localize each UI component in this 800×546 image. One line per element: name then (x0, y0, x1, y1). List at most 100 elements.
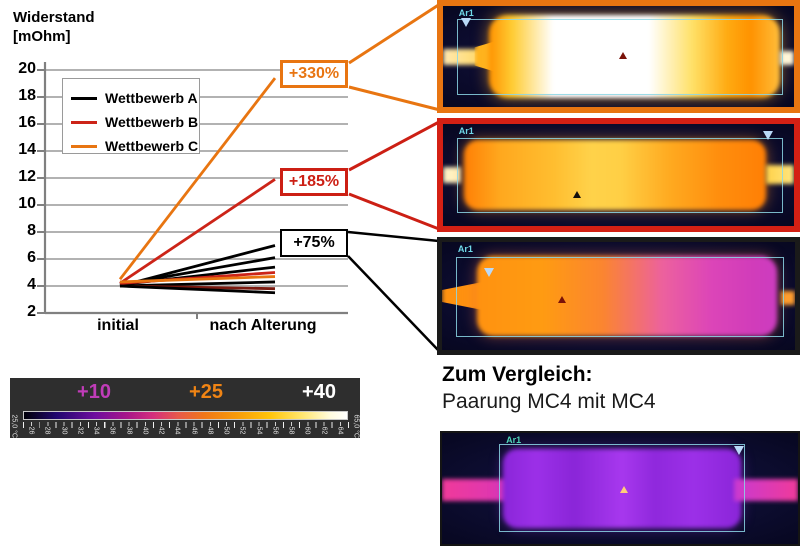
y-axis-tick-label: 4 (27, 276, 36, 293)
legend-label-b: Wettbewerb B (105, 114, 199, 130)
data-series-line (119, 271, 276, 285)
legend-item-wettbewerb-c: Wettbewerb C (71, 134, 199, 158)
colorbar-tick-label: 30 (60, 426, 68, 435)
y-axis-tick-label: 6 (27, 249, 36, 266)
colorbar-tick-label: 64 (336, 426, 344, 435)
colorbar-tick-label: 28 (43, 426, 51, 435)
thermal-image-330: Ar1 (437, 0, 800, 113)
colorbar-tick-label: 26 (27, 426, 35, 435)
thermal-background: Ar1 (443, 124, 794, 226)
thermal-image-75: Ar1 (437, 237, 800, 355)
thermal-roi-rect (457, 19, 784, 95)
thermal-area-label: Ar1 (458, 8, 474, 18)
legend-label-a: Wettbewerb A (105, 90, 198, 106)
colorbar-tick-label: 38 (125, 426, 133, 435)
thermal-cable-right (765, 164, 794, 185)
annotation-box-75: +75% (280, 229, 348, 257)
y-axis-tick-label: 8 (27, 222, 36, 239)
hot-spot-marker-icon (618, 52, 627, 60)
chart-title-line1: Widerstand (13, 9, 95, 26)
y-axis-tick-label: 18 (18, 87, 36, 104)
thermal-connector-body (488, 15, 780, 98)
y-axis-tick-label: 12 (18, 168, 36, 185)
scale-delta-label-40: +40 (302, 381, 336, 403)
scale-max-label: 65,0 °C (352, 414, 360, 438)
y-axis-tick-label: 2 (27, 303, 36, 320)
legend-swatch-a (71, 96, 97, 100)
callout-line (348, 2, 441, 65)
colorbar-tick-label: 46 (190, 426, 198, 435)
callout-line (348, 192, 440, 231)
data-series-line (119, 265, 276, 287)
colorbar-tick-label: 34 (92, 426, 100, 435)
scale-delta-label-10: +10 (77, 381, 111, 403)
y-axis-tick-label: 16 (18, 114, 36, 131)
temperature-scale-panel: +10 +25 +40 26 28 30 32 34 36 38 40 42 44 46 48 50 52… (10, 378, 360, 438)
data-series-line (119, 284, 276, 291)
x-axis-label-initial: initial (97, 317, 139, 334)
chart-title: Widerstand [mOhm] (13, 8, 95, 46)
scale-min-label: 25,0 °C (10, 414, 18, 438)
colorbar-major-ticks (23, 422, 349, 428)
annotation-box-185: +185% (280, 168, 348, 196)
colorbar-tick-label: 56 (271, 426, 279, 435)
colorbar-tick-label: 52 (238, 426, 246, 435)
thermal-roi-rect (498, 444, 745, 532)
data-series-line (119, 244, 276, 288)
thermal-area-label: Ar1 (506, 435, 522, 445)
colorbar-tick-label: 58 (287, 426, 295, 435)
legend-item-wettbewerb-a: Wettbewerb A (71, 86, 199, 110)
callout-line (348, 85, 441, 112)
colorbar-tick-label: 36 (108, 426, 116, 435)
legend-item-wettbewerb-b: Wettbewerb B (71, 110, 199, 134)
callout-line (347, 255, 440, 352)
comparison-heading: Zum Vergleich: (442, 363, 593, 386)
scale-delta-label-25: +25 (189, 381, 223, 403)
colorbar-tick-label: 54 (255, 426, 263, 435)
colorbar-tick-label: 40 (141, 426, 149, 435)
legend-swatch-b (71, 120, 97, 124)
colorbar-tick-label: 62 (320, 426, 328, 435)
thermal-background: Ar1 (442, 433, 798, 544)
thermal-roi-rect (457, 138, 784, 213)
chart-title-line2: [mOhm] (13, 28, 71, 45)
hot-spot-marker-icon (620, 486, 628, 494)
colorbar-tick-label: 32 (76, 426, 84, 435)
callout-line (347, 230, 440, 243)
y-axis-tick-label: 10 (18, 195, 36, 212)
y-axis-tick-label: 20 (18, 60, 36, 77)
thermal-background: Ar1 (443, 6, 794, 107)
colorbar-tick-label: 48 (206, 426, 214, 435)
data-series-line (119, 178, 276, 285)
thermal-cable-left (443, 166, 461, 184)
annotation-box-330: +330% (280, 60, 348, 88)
cold-spot-marker-icon (762, 131, 773, 141)
thermal-connector-body (477, 256, 778, 336)
colorbar-tick-label: 60 (303, 426, 311, 435)
data-series-line (119, 256, 276, 287)
legend-swatch-c (71, 144, 97, 148)
data-series-line (119, 280, 276, 288)
y-axis-tick-label: 14 (18, 141, 36, 158)
cold-spot-marker-icon (460, 18, 471, 28)
legend-label-c: Wettbewerb C (105, 138, 199, 154)
callout-line (348, 120, 440, 172)
thermal-connector-body (464, 140, 766, 210)
x-axis-label-nach-alterung: nach Alterung (209, 317, 317, 334)
thermal-cable-right (733, 478, 798, 501)
thermal-image-mc4-mc4: Ar1 (440, 431, 800, 546)
colorbar-tick-label: 42 (157, 426, 165, 435)
hot-spot-marker-icon (572, 191, 581, 199)
comparison-subheading: Paarung MC4 mit MC4 (442, 390, 656, 413)
thermal-background: Ar1 (442, 242, 795, 350)
data-series-line (119, 275, 276, 284)
chart-legend: Wettbewerb A Wettbewerb B Wettbewerb C (62, 78, 200, 154)
thermal-area-label: Ar1 (457, 244, 473, 254)
colorbar-tick-label: 50 (222, 426, 230, 435)
hot-spot-marker-icon (558, 296, 567, 303)
thermal-cable-left (442, 478, 514, 501)
cold-spot-marker-icon (484, 267, 495, 277)
cold-spot-marker-icon (733, 446, 744, 456)
thermal-gradient-bar (23, 411, 348, 420)
